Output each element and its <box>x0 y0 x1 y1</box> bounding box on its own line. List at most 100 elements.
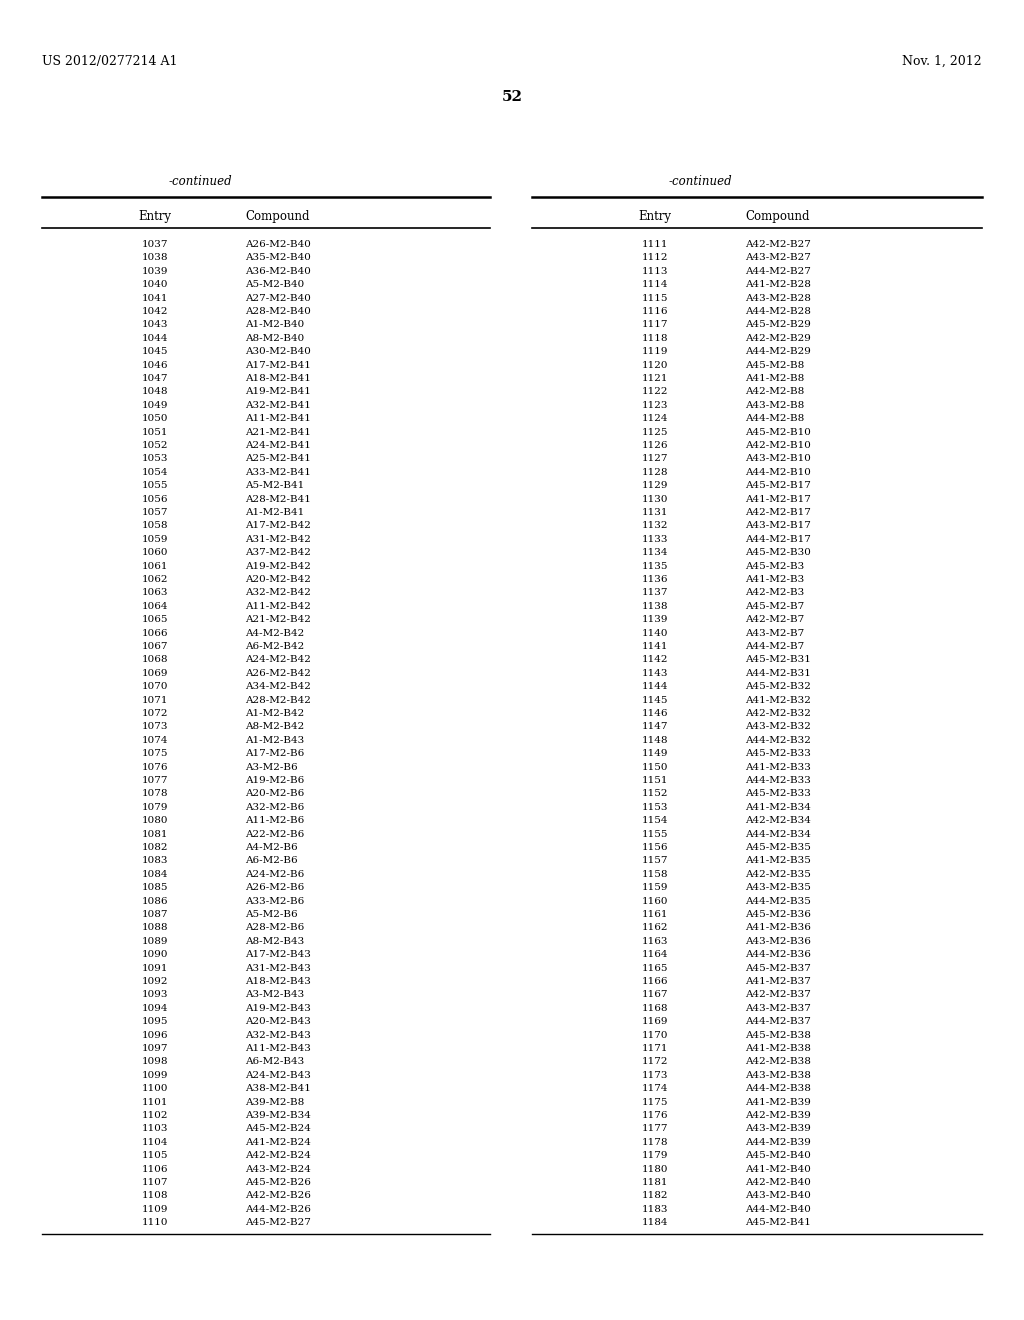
Text: 1147: 1147 <box>642 722 669 731</box>
Text: Compound: Compound <box>745 210 810 223</box>
Text: 1172: 1172 <box>642 1057 669 1067</box>
Text: 1047: 1047 <box>141 374 168 383</box>
Text: 1126: 1126 <box>642 441 669 450</box>
Text: A11-M2-B43: A11-M2-B43 <box>245 1044 311 1053</box>
Text: 1065: 1065 <box>141 615 168 624</box>
Text: 1049: 1049 <box>141 401 168 409</box>
Text: A37-M2-B42: A37-M2-B42 <box>245 548 311 557</box>
Text: 1168: 1168 <box>642 1003 669 1012</box>
Text: A36-M2-B40: A36-M2-B40 <box>245 267 311 276</box>
Text: US 2012/0277214 A1: US 2012/0277214 A1 <box>42 55 177 69</box>
Text: A43-M2-B38: A43-M2-B38 <box>745 1071 811 1080</box>
Text: A24-M2-B6: A24-M2-B6 <box>245 870 304 879</box>
Text: A41-M2-B33: A41-M2-B33 <box>745 763 811 772</box>
Text: A44-M2-B17: A44-M2-B17 <box>745 535 811 544</box>
Text: A17-M2-B6: A17-M2-B6 <box>245 750 304 758</box>
Text: 1100: 1100 <box>141 1084 168 1093</box>
Text: A4-M2-B6: A4-M2-B6 <box>245 843 298 851</box>
Text: A19-M2-B41: A19-M2-B41 <box>245 387 311 396</box>
Text: A45-M2-B27: A45-M2-B27 <box>245 1218 311 1228</box>
Text: 1115: 1115 <box>642 293 669 302</box>
Text: A42-M2-B10: A42-M2-B10 <box>745 441 811 450</box>
Text: 1139: 1139 <box>642 615 669 624</box>
Text: 1138: 1138 <box>642 602 669 611</box>
Text: A45-M2-B32: A45-M2-B32 <box>745 682 811 692</box>
Text: 1056: 1056 <box>141 495 168 504</box>
Text: 1063: 1063 <box>141 589 168 598</box>
Text: A38-M2-B41: A38-M2-B41 <box>245 1084 311 1093</box>
Text: A44-M2-B35: A44-M2-B35 <box>745 896 811 906</box>
Text: 1086: 1086 <box>141 896 168 906</box>
Text: 1037: 1037 <box>141 240 168 249</box>
Text: 1176: 1176 <box>642 1111 669 1119</box>
Text: 1148: 1148 <box>642 735 669 744</box>
Text: A17-M2-B41: A17-M2-B41 <box>245 360 311 370</box>
Text: 1040: 1040 <box>141 280 168 289</box>
Text: A44-M2-B29: A44-M2-B29 <box>745 347 811 356</box>
Text: 1066: 1066 <box>141 628 168 638</box>
Text: 1135: 1135 <box>642 561 669 570</box>
Text: A32-M2-B42: A32-M2-B42 <box>245 589 311 598</box>
Text: 1058: 1058 <box>141 521 168 531</box>
Text: 1103: 1103 <box>141 1125 168 1134</box>
Text: A22-M2-B6: A22-M2-B6 <box>245 829 304 838</box>
Text: A45-M2-B36: A45-M2-B36 <box>745 909 811 919</box>
Text: 1132: 1132 <box>642 521 669 531</box>
Text: 1098: 1098 <box>141 1057 168 1067</box>
Text: A42-M2-B37: A42-M2-B37 <box>745 990 811 999</box>
Text: 1119: 1119 <box>642 347 669 356</box>
Text: A1-M2-B42: A1-M2-B42 <box>245 709 304 718</box>
Text: A28-M2-B40: A28-M2-B40 <box>245 308 311 315</box>
Text: 1073: 1073 <box>141 722 168 731</box>
Text: A25-M2-B41: A25-M2-B41 <box>245 454 311 463</box>
Text: A45-M2-B8: A45-M2-B8 <box>745 360 804 370</box>
Text: A17-M2-B42: A17-M2-B42 <box>245 521 311 531</box>
Text: 1136: 1136 <box>642 576 669 583</box>
Text: A44-M2-B26: A44-M2-B26 <box>245 1205 311 1214</box>
Text: 1088: 1088 <box>141 924 168 932</box>
Text: 1118: 1118 <box>642 334 669 343</box>
Text: 1159: 1159 <box>642 883 669 892</box>
Text: 52: 52 <box>502 90 522 104</box>
Text: 1163: 1163 <box>642 937 669 946</box>
Text: 1160: 1160 <box>642 896 669 906</box>
Text: A11-M2-B42: A11-M2-B42 <box>245 602 311 611</box>
Text: 1161: 1161 <box>642 909 669 919</box>
Text: 1053: 1053 <box>141 454 168 463</box>
Text: 1092: 1092 <box>141 977 168 986</box>
Text: A44-M2-B38: A44-M2-B38 <box>745 1084 811 1093</box>
Text: A44-M2-B39: A44-M2-B39 <box>745 1138 811 1147</box>
Text: A31-M2-B43: A31-M2-B43 <box>245 964 311 973</box>
Text: 1146: 1146 <box>642 709 669 718</box>
Text: 1105: 1105 <box>141 1151 168 1160</box>
Text: 1052: 1052 <box>141 441 168 450</box>
Text: 1153: 1153 <box>642 803 669 812</box>
Text: A43-M2-B37: A43-M2-B37 <box>745 1003 811 1012</box>
Text: A44-M2-B40: A44-M2-B40 <box>745 1205 811 1214</box>
Text: A43-M2-B40: A43-M2-B40 <box>745 1192 811 1200</box>
Text: 1069: 1069 <box>141 669 168 677</box>
Text: A43-M2-B35: A43-M2-B35 <box>745 883 811 892</box>
Text: 1038: 1038 <box>141 253 168 263</box>
Text: 1158: 1158 <box>642 870 669 879</box>
Text: A39-M2-B8: A39-M2-B8 <box>245 1098 304 1106</box>
Text: 1177: 1177 <box>642 1125 669 1134</box>
Text: A34-M2-B42: A34-M2-B42 <box>245 682 311 692</box>
Text: Compound: Compound <box>245 210 309 223</box>
Text: 1145: 1145 <box>642 696 669 705</box>
Text: A44-M2-B8: A44-M2-B8 <box>745 414 804 424</box>
Text: A27-M2-B40: A27-M2-B40 <box>245 293 311 302</box>
Text: A43-M2-B27: A43-M2-B27 <box>745 253 811 263</box>
Text: A3-M2-B43: A3-M2-B43 <box>245 990 304 999</box>
Text: A43-M2-B8: A43-M2-B8 <box>745 401 804 409</box>
Text: 1123: 1123 <box>642 401 669 409</box>
Text: A31-M2-B42: A31-M2-B42 <box>245 535 311 544</box>
Text: 1171: 1171 <box>642 1044 669 1053</box>
Text: A21-M2-B41: A21-M2-B41 <box>245 428 311 437</box>
Text: 1102: 1102 <box>141 1111 168 1119</box>
Text: A24-M2-B41: A24-M2-B41 <box>245 441 311 450</box>
Text: A41-M2-B37: A41-M2-B37 <box>745 977 811 986</box>
Text: A45-M2-B35: A45-M2-B35 <box>745 843 811 851</box>
Text: A39-M2-B34: A39-M2-B34 <box>245 1111 311 1119</box>
Text: A28-M2-B41: A28-M2-B41 <box>245 495 311 504</box>
